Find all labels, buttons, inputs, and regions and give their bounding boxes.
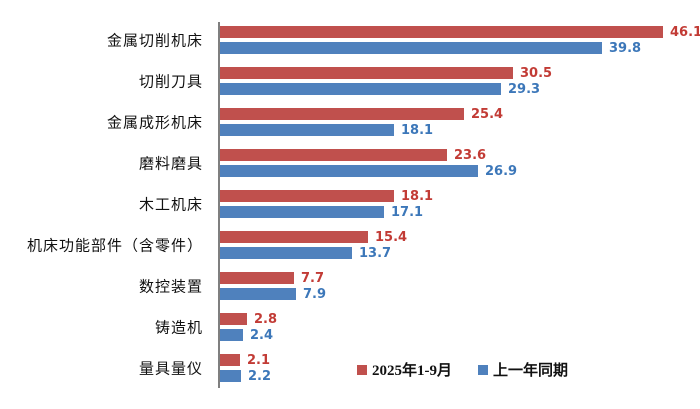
- value-label-current-period: 30.5: [520, 66, 553, 81]
- category-label: 磨料磨具: [138, 156, 203, 173]
- bar-prior-period: [220, 206, 384, 218]
- category-label: 木工机床: [138, 197, 203, 214]
- legend-label: 2025年1-9月: [372, 363, 452, 379]
- category-row: 量具量仪 2.1 2.2: [0, 353, 700, 384]
- bar-prior-period: [220, 370, 241, 382]
- category-axis-line: [218, 22, 220, 388]
- category-label: 金属切削机床: [106, 33, 203, 50]
- bar-current-period: [220, 231, 368, 243]
- chart-legend: 2025年1-9月 上一年同期: [357, 359, 568, 380]
- category-label: 铸造机: [154, 320, 203, 337]
- category-row: 数控装置 7.7 7.9: [0, 271, 700, 302]
- value-label-current-period: 15.4: [375, 230, 408, 245]
- value-label-current-period: 2.1: [247, 353, 271, 368]
- category-label: 数控装置: [138, 279, 203, 296]
- value-label-current-period: 2.8: [254, 312, 278, 327]
- value-label-prior-period: 7.9: [303, 287, 327, 302]
- value-label-prior-period: 39.8: [609, 41, 642, 56]
- value-label-current-period: 25.4: [471, 107, 504, 122]
- category-row: 铸造机 2.8 2.4: [0, 312, 700, 343]
- category-label: 切削刀具: [138, 74, 203, 91]
- legend-swatch-red-icon: [357, 364, 367, 375]
- bar-current-period: [220, 272, 294, 284]
- category-label: 机床功能部件（含零件）: [26, 238, 203, 255]
- bar-prior-period: [220, 329, 243, 341]
- legend-item-current-period: 2025年1-9月: [357, 359, 452, 380]
- bar-current-period: [220, 149, 447, 161]
- bar-current-period: [220, 108, 464, 120]
- legend-item-prior-period: 上一年同期: [478, 359, 568, 380]
- value-label-prior-period: 18.1: [401, 123, 434, 138]
- value-label-current-period: 46.1: [670, 25, 700, 40]
- value-label-prior-period: 17.1: [391, 205, 424, 220]
- category-row: 机床功能部件（含零件） 15.4 13.7: [0, 230, 700, 261]
- category-row: 金属成形机床 25.4 18.1: [0, 107, 700, 138]
- bar-prior-period: [220, 42, 602, 54]
- value-label-prior-period: 26.9: [485, 164, 518, 179]
- category-row: 木工机床 18.1 17.1: [0, 189, 700, 220]
- bar-prior-period: [220, 124, 394, 136]
- bar-prior-period: [220, 288, 296, 300]
- category-row: 金属切削机床 46.1 39.8: [0, 25, 700, 56]
- value-label-prior-period: 2.2: [248, 369, 272, 384]
- bar-current-period: [220, 313, 247, 325]
- value-label-prior-period: 29.3: [508, 82, 541, 97]
- category-row: 切削刀具 30.5 29.3: [0, 66, 700, 97]
- legend-swatch-blue-icon: [478, 364, 488, 375]
- category-label: 量具量仪: [138, 361, 203, 378]
- value-label-prior-period: 2.4: [250, 328, 274, 343]
- legend-label: 上一年同期: [493, 363, 569, 379]
- value-label-current-period: 18.1: [401, 189, 434, 204]
- value-label-prior-period: 13.7: [359, 246, 392, 261]
- bar-prior-period: [220, 83, 501, 95]
- value-label-current-period: 7.7: [301, 271, 325, 286]
- category-row: 磨料磨具 23.6 26.9: [0, 148, 700, 179]
- bar-current-period: [220, 67, 513, 79]
- bar-current-period: [220, 190, 394, 202]
- bar-prior-period: [220, 247, 352, 259]
- bar-current-period: [220, 26, 663, 38]
- category-label: 金属成形机床: [106, 115, 203, 132]
- bar-prior-period: [220, 165, 478, 177]
- value-label-current-period: 23.6: [454, 148, 487, 163]
- bar-current-period: [220, 354, 240, 366]
